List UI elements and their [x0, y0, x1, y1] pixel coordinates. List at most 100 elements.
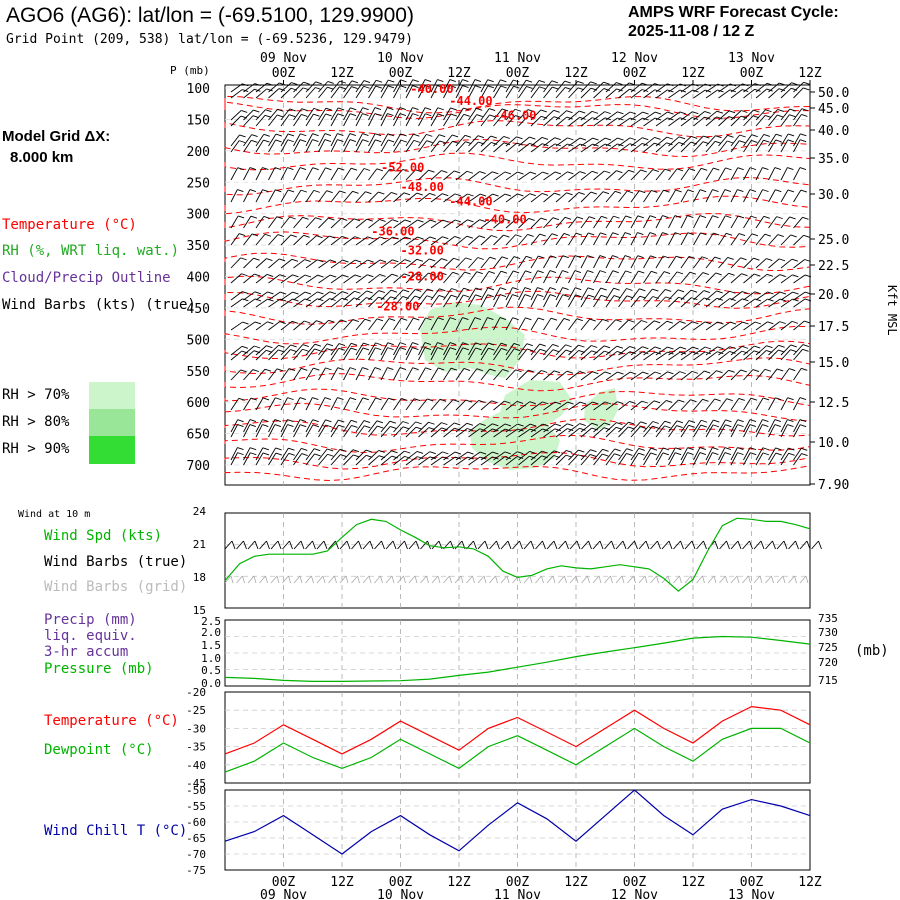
barb-grid: [673, 575, 680, 584]
wind-barb: [387, 113, 394, 116]
wind-barb: [493, 234, 504, 246]
wind-barb: [605, 401, 618, 411]
wind-barb: [567, 423, 574, 427]
wind-barb: [743, 321, 756, 331]
wind-barb: [680, 89, 693, 99]
wind-barb: [255, 115, 266, 127]
wind-barb: [325, 424, 332, 428]
wind-barb: [237, 215, 245, 219]
wind-barb: [530, 109, 542, 121]
barb-true: [765, 540, 773, 550]
wind-barb: [393, 347, 401, 361]
legend-rh90-swatch: [89, 436, 135, 464]
wind-barb: [412, 367, 419, 371]
wind-barb: [530, 116, 542, 127]
wind-barb: [679, 346, 687, 350]
wind-barb: [568, 427, 580, 438]
wind-barb: [303, 87, 310, 91]
wind-barb: [452, 140, 459, 144]
wind-barb: [787, 419, 794, 422]
wind-barb: [724, 189, 732, 192]
wind-barb: [612, 255, 619, 258]
wind-barb: [518, 143, 530, 153]
wind-barb: [480, 171, 493, 181]
barb-true: [673, 540, 681, 550]
wind-barb: [518, 369, 529, 381]
barb-grid: [604, 575, 611, 584]
barb-grid: [483, 575, 487, 584]
wind-barb: [779, 321, 786, 325]
wind-barb: [555, 294, 564, 308]
wind-barb: [793, 139, 801, 153]
wind-barb: [262, 189, 269, 193]
mb-label: (mb): [855, 643, 889, 659]
wind-barb: [480, 219, 493, 229]
wind-barb: [518, 343, 528, 356]
barb-grid: [736, 575, 740, 584]
wind-barb: [780, 424, 788, 438]
barb-true: [392, 540, 397, 550]
wind-barb: [353, 454, 360, 458]
wind-barb: [430, 288, 440, 301]
barb-grid: [690, 575, 694, 584]
wind-barb: [292, 298, 299, 302]
wind-barb: [579, 427, 586, 431]
wind-barb: [667, 371, 674, 375]
wind-barb: [428, 421, 435, 425]
wind-barb: [680, 351, 693, 361]
wind-barb: [804, 298, 812, 302]
wind-barb: [705, 424, 714, 438]
wind-barb: [537, 287, 544, 290]
wind-barb: [351, 86, 358, 89]
wind-barb: [252, 369, 259, 372]
wind-barb: [630, 215, 639, 229]
wind-barb: [493, 270, 502, 284]
wind-barb: [468, 342, 476, 356]
wind-barb: [704, 83, 712, 87]
wind-barb: [525, 270, 532, 274]
wind-barb: [552, 86, 559, 90]
wind-barb: [655, 296, 666, 308]
wind-barb: [518, 79, 527, 93]
barb-true: [542, 540, 546, 550]
wind-barb: [543, 86, 553, 99]
wind-barb: [504, 193, 512, 197]
wind-barb: [379, 219, 386, 222]
wind-barb: [462, 85, 469, 89]
temp-contour: [224, 195, 811, 215]
wind-barb: [676, 168, 684, 172]
wind-barb: [289, 108, 296, 112]
wind-barb: [293, 298, 306, 308]
wind-barb: [277, 234, 285, 238]
wind-barb: [453, 257, 460, 261]
wind-barb: [554, 192, 561, 196]
wind-barb: [449, 317, 457, 321]
time-axes: 00Z00Z12Z12Z00Z00Z12Z12Z00Z00Z12Z12Z00Z0…: [260, 51, 822, 900]
wind-barb: [562, 255, 569, 259]
wind-barb: [242, 298, 249, 302]
kft-tick-label: 7.90: [818, 478, 849, 493]
wind-barb: [630, 169, 642, 181]
wind-barb: [668, 117, 681, 127]
wind-barb: [638, 452, 645, 456]
wind-barb: [689, 271, 697, 275]
wind-barb: [351, 425, 358, 428]
wind-barb: [764, 368, 772, 372]
barb-grid: [684, 575, 692, 584]
wind-barb: [380, 397, 389, 411]
wind-barb: [552, 349, 560, 353]
wind-barb: [418, 79, 426, 93]
wind-barb: [505, 108, 516, 121]
wind-barb: [330, 449, 341, 461]
wind-barb: [738, 397, 745, 401]
legend-cloud: Cloud/Precip Outline: [2, 270, 171, 286]
wind-barb: [255, 368, 266, 381]
wind-barb: [593, 319, 603, 331]
wind-barb: [399, 107, 406, 110]
wind-barb: [418, 85, 426, 99]
wind-barb: [325, 167, 332, 171]
wind-barb: [488, 108, 496, 112]
wind-barb: [668, 168, 678, 181]
wind-barb: [278, 88, 286, 92]
wind-barb: [603, 345, 611, 349]
